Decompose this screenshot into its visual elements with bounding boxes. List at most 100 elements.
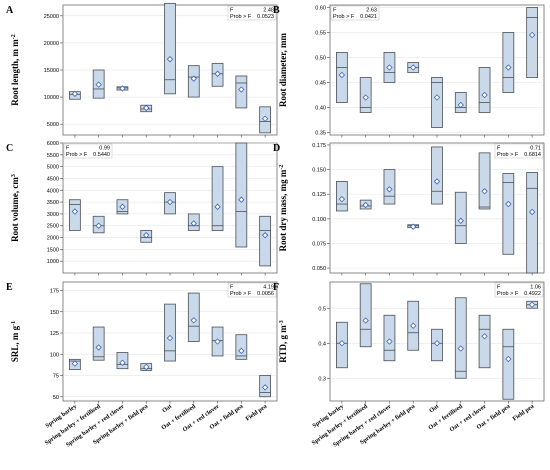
mean-marker [362,317,369,324]
y-axis-label: RTD, g m-3 [278,320,288,362]
y-tick-label: 0.175 [312,143,326,149]
y-axis-label-exponent: -1 [11,321,17,326]
mean-marker [528,31,536,39]
stat-f-label: F [333,8,337,14]
mean-marker [214,70,221,77]
stat-p-label: Prob > F [230,14,252,20]
mean-marker [410,64,417,71]
stat-box [330,5,380,21]
y-tick-label: 5500 [47,153,59,159]
box-6 [454,297,467,379]
mean-marker [481,188,488,195]
y-axis-label-text: Root length, m m [10,39,20,106]
y-tick-label: 15000 [44,68,59,74]
y-axis-label-exponent: -3 [279,320,285,325]
mean-marker [238,347,245,355]
y-tick-label: 5000 [47,122,59,128]
panel-a: 5000 10000 15000 20000 25000 F 2.48 Prob > F 0.0… [6,2,278,138]
mean-marker [505,355,512,363]
mean-marker [119,359,126,366]
stat-box [227,5,277,21]
y-tick-label: 0.100 [312,217,326,223]
y-tick-label: 10000 [44,95,59,101]
box-8 [502,173,515,255]
y-tick-label: 1000 [47,259,59,265]
mean-marker [119,85,126,92]
mean-marker [261,232,269,239]
mean-marker [386,64,393,71]
box-7 [478,314,491,369]
box-8 [502,32,515,93]
mean-marker [166,56,174,63]
mean-marker [214,338,221,345]
stat-p-label: Prob > F [333,14,355,20]
category-label: Field pea [511,403,535,423]
y-tick-label: 25000 [44,14,59,20]
mean-marker [166,334,174,342]
mean-marker [410,322,417,329]
stat-f-label: F [497,146,501,152]
stat-p-value: 0.4922 [524,291,541,297]
y-axis-label-exponent: -2 [279,165,285,170]
stat-f-value: 0.71 [530,146,541,152]
mean-marker [457,101,464,109]
mean-marker [95,344,102,351]
mean-marker [238,86,245,93]
y-axis-label: Root dry mass, mg m-2 [278,165,288,252]
panel-b: 0.35 0.40 0.45 0.50 0.55 0.60 F 2.63 Prob > F 0.0… [273,4,545,138]
box-8 [235,142,248,248]
mean-marker [505,200,512,208]
box-5 [431,146,443,205]
box-8 [235,334,248,360]
stat-f-label: F [497,285,501,291]
y-tick-label: 0.35 [315,131,326,137]
y-tick-label: 100 [50,352,59,358]
y-tick-label: 125 [50,331,59,337]
panel-letter: B [273,5,280,16]
stat-f-value: 4.19 [263,285,274,291]
mean-marker [95,81,102,88]
y-axis-label-text: Root volume, cm [10,177,20,242]
mean-marker [143,232,150,239]
mean-marker [190,317,197,324]
panel-letter: A [6,5,14,16]
stat-p-value: 0.0056 [257,291,274,297]
mean-marker [261,384,269,391]
mean-marker [433,94,441,101]
y-tick-label: 1500 [47,247,59,253]
stat-p-label: Prob > F [230,291,252,297]
stat-f-value: 1.06 [530,285,541,291]
y-tick-label: 150 [50,310,59,316]
panel-c: 1000 1500 2000 2500 3000 3500 4000 4500 5000 5500… [6,141,278,276]
y-tick-label: 0.050 [312,266,326,272]
mean-marker [410,223,417,230]
mean-marker [261,115,269,122]
mean-marker [338,340,346,347]
panel-letter: E [6,282,13,293]
box-7 [478,152,491,210]
y-axis-label: SRL, m g-1 [10,321,20,362]
box-7 [211,166,224,231]
stat-p-value: 0.0421 [360,14,377,20]
stat-p-value: 0.0523 [257,14,274,20]
mean-marker [386,338,393,345]
mean-marker [338,71,346,79]
panel-letter: C [6,143,13,154]
y-tick-label: 0.40 [315,106,326,112]
stat-p-label: Prob > F [497,152,519,158]
mean-marker [119,203,126,210]
mean-marker [505,64,512,71]
mean-marker [528,301,536,308]
mean-marker [481,333,488,340]
box-1 [69,199,81,231]
stat-p-value: 0.6814 [524,152,541,158]
y-axis-label-text: RTD, g m [278,325,288,363]
stat-p-label: Prob > F [497,291,519,297]
box-9 [526,172,538,274]
stat-f-label: F [66,146,70,152]
y-tick-label: 20000 [44,41,59,47]
y-tick-label: 175 [50,289,59,295]
box-5 [431,77,443,128]
